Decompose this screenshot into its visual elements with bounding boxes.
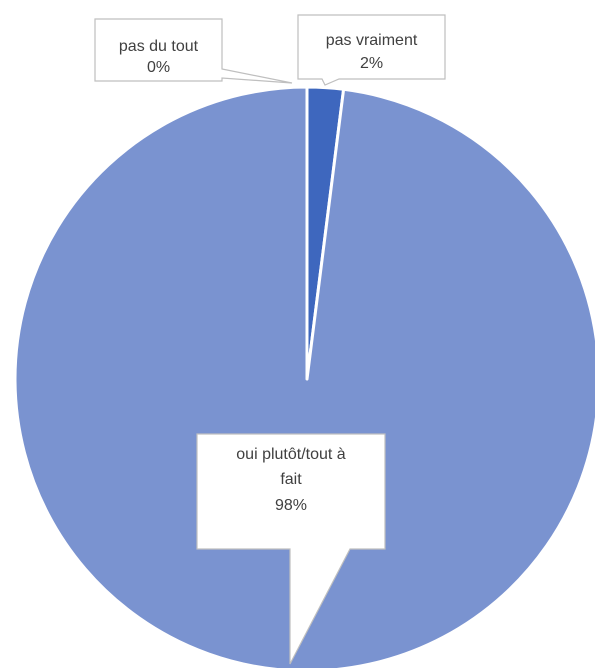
data-label-1: pas du tout 0% [94,18,293,84]
data-label-box [196,433,386,665]
data-labels: pas du tout 0% pas vraiment 2% oui plutôt/to… [94,14,446,665]
pie-slice-3 [13,85,595,668]
data-label-value: 2% [360,55,383,72]
data-label-2: pas vraiment 2% [297,14,446,86]
data-label-box [297,14,446,86]
data-label-box [94,18,293,84]
data-label-3: oui plutôt/tout à fait 98% [196,433,386,665]
data-label-category: pas du tout [119,38,199,55]
data-label-category: fait [280,471,302,488]
data-label-value: 98% [275,497,307,514]
data-label-value: 0% [147,59,170,76]
data-label-category: oui plutôt/tout à [236,446,346,463]
pie-slices [13,85,595,668]
data-label-category: pas vraiment [326,32,418,49]
